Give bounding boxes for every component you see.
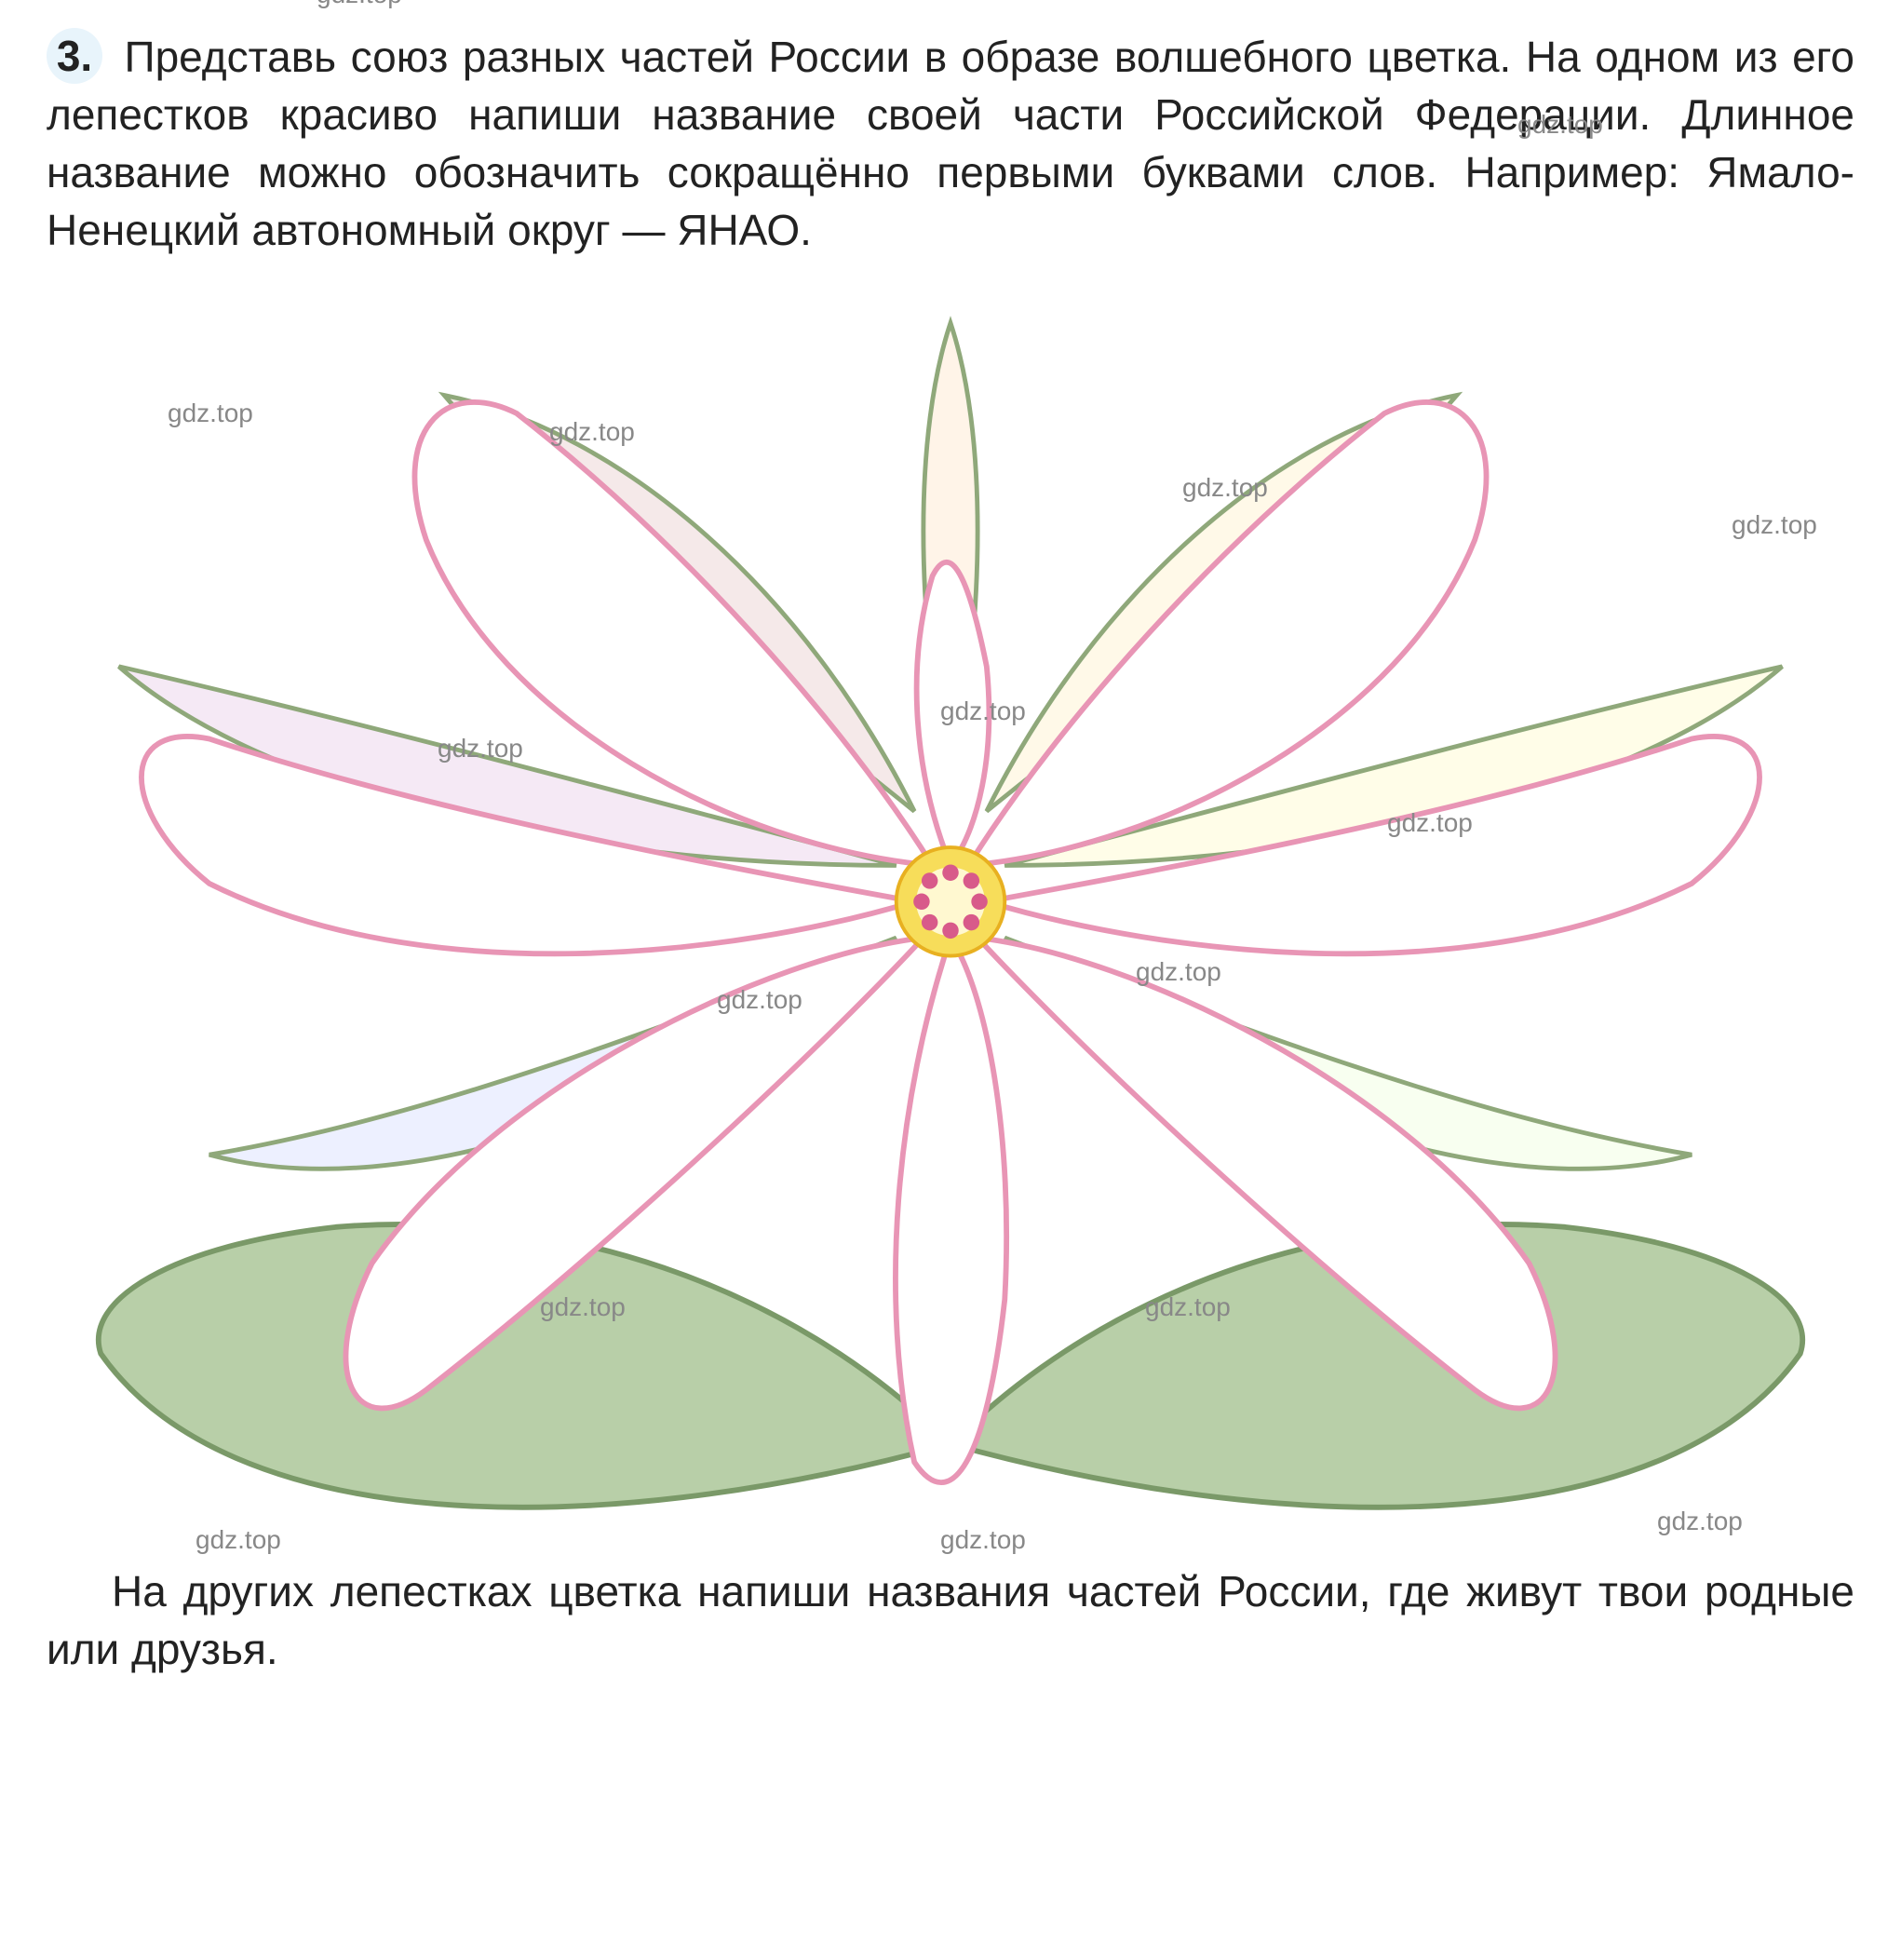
task-body-text: Представь союз разных частей России в об… bbox=[47, 33, 1854, 254]
watermark-text: gdz.top bbox=[317, 0, 402, 9]
task-wrapper: 3. Представь союз разных частей России в… bbox=[47, 28, 1854, 1678]
flower-diagram: gdz.top gdz.top gdz.top gdz.top gdz.top … bbox=[47, 287, 1854, 1552]
task-number-badge: 3. bbox=[47, 28, 102, 84]
front-petal-bottom bbox=[896, 938, 1006, 1482]
task-bottom-text: На других лепестках цветка напиши назван… bbox=[47, 1562, 1854, 1678]
front-petal-top bbox=[917, 562, 990, 866]
task-paragraph: 3. Представь союз разных частей России в… bbox=[47, 28, 1854, 259]
flower-svg bbox=[47, 287, 1854, 1552]
